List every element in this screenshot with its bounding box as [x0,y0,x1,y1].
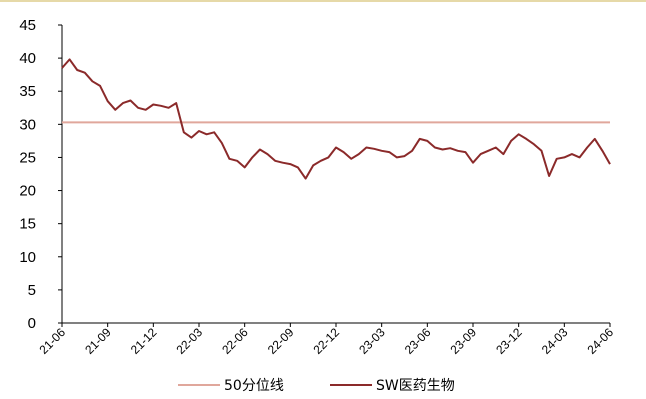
series-line-sw-pharma [61,58,611,180]
x-tick-label: 22-12 [311,325,343,357]
x-tick-label: 23-12 [493,325,525,357]
y-tick-label: 15 [19,216,36,233]
legend: 50分位线 SW医药生物 [178,378,455,394]
y-tick-label: 45 [19,17,36,34]
y-axis: 0 5 10 15 20 25 30 35 40 45 [19,17,63,332]
x-tick-label: 22-03 [174,325,206,357]
x-tick-label: 21-09 [82,325,114,357]
y-tick-label: 20 [19,183,36,200]
y-tick-label: 35 [19,83,36,100]
x-tick-label: 24-06 [585,325,617,357]
x-tick-label: 24-03 [539,325,571,357]
y-tick-label: 5 [28,282,36,299]
x-tick-label: 23-09 [448,325,480,357]
x-axis: 21-06 21-09 21-12 22-03 22-06 22-09 22-12 23-03… [37,322,617,357]
x-tick-label: 23-06 [402,325,434,357]
legend-label-reference-line: 50分位线 [224,378,284,394]
x-tick-label: 23-03 [356,325,388,357]
y-tick-label: 25 [19,149,36,166]
series-layer [61,58,611,180]
top-border-rule [0,0,646,2]
y-tick-label: 40 [19,50,36,67]
y-tick-label: 0 [28,315,36,332]
x-tick-label: 21-12 [128,325,160,357]
y-tick-label: 10 [19,249,36,266]
x-tick-label: 22-09 [265,325,297,357]
x-tick-label: 21-06 [37,325,69,357]
legend-label-sw-pharma: SW医药生物 [376,378,455,394]
y-tick-label: 30 [19,116,36,133]
x-tick-label: 22-06 [219,325,251,357]
